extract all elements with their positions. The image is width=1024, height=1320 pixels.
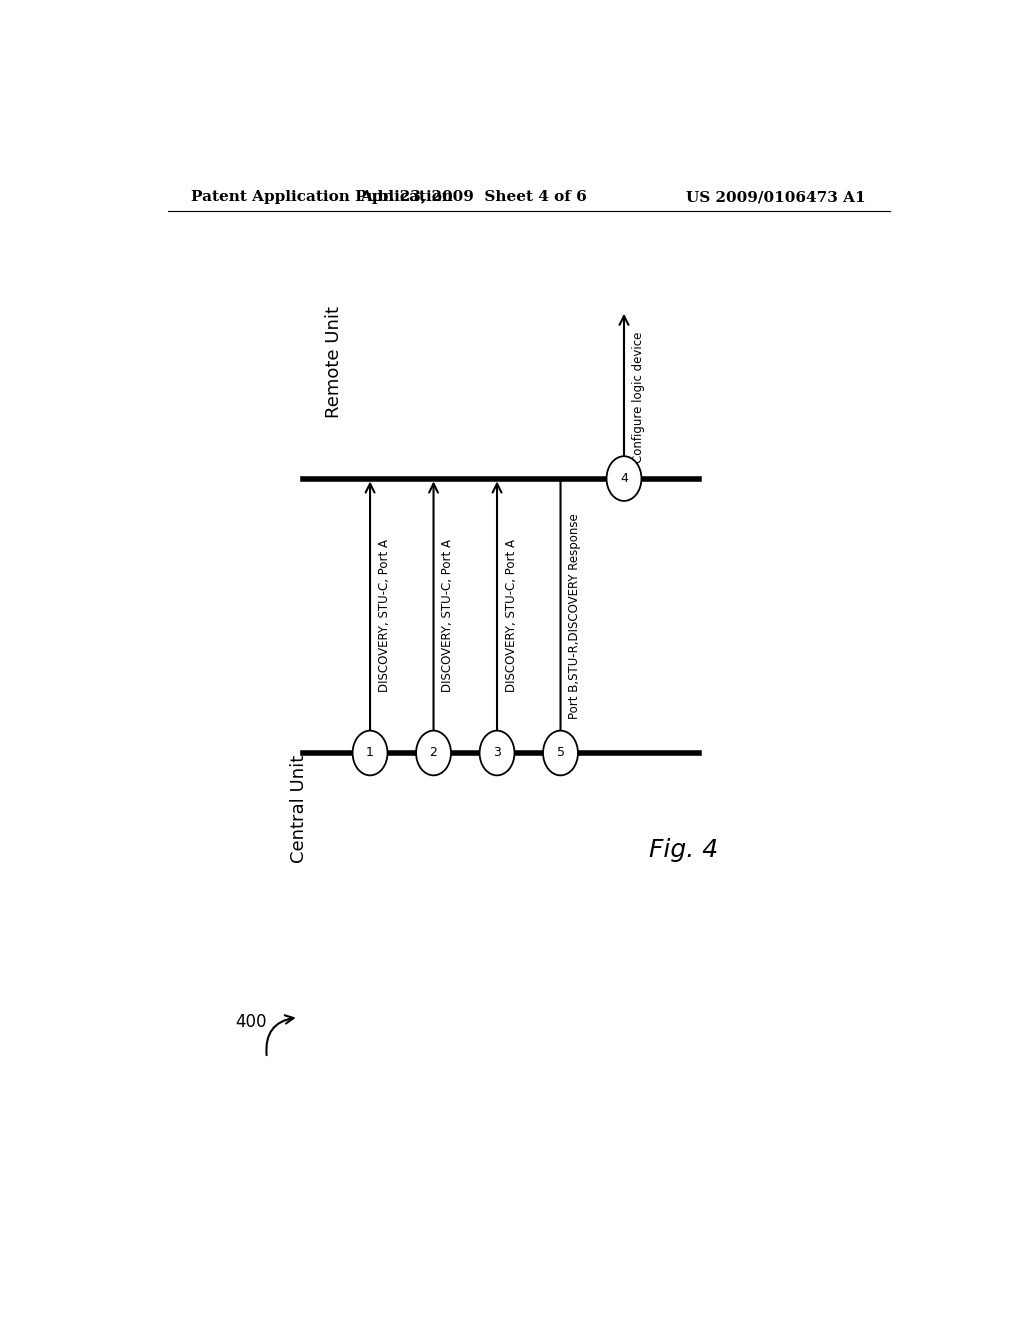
Text: 400: 400 — [236, 1014, 267, 1031]
Text: 2: 2 — [430, 747, 437, 759]
Text: Configure logic device: Configure logic device — [632, 331, 645, 463]
Text: Apr. 23, 2009  Sheet 4 of 6: Apr. 23, 2009 Sheet 4 of 6 — [359, 190, 587, 205]
Circle shape — [352, 731, 387, 775]
Text: 4: 4 — [621, 473, 628, 484]
Text: DISCOVERY, STU-C, Port A: DISCOVERY, STU-C, Port A — [441, 540, 455, 692]
Text: 3: 3 — [494, 747, 501, 759]
Text: US 2009/0106473 A1: US 2009/0106473 A1 — [686, 190, 866, 205]
Circle shape — [479, 731, 514, 775]
Text: Port B,STU-R,DISCOVERY Response: Port B,STU-R,DISCOVERY Response — [568, 513, 582, 718]
Text: 1: 1 — [367, 747, 374, 759]
Circle shape — [606, 457, 641, 500]
Text: Patent Application Publication: Patent Application Publication — [191, 190, 454, 205]
Text: DISCOVERY, STU-C, Port A: DISCOVERY, STU-C, Port A — [378, 540, 391, 692]
Text: DISCOVERY, STU-C, Port A: DISCOVERY, STU-C, Port A — [505, 540, 518, 692]
Text: Remote Unit: Remote Unit — [326, 306, 343, 417]
Circle shape — [543, 731, 578, 775]
Text: 5: 5 — [556, 747, 564, 759]
Circle shape — [416, 731, 451, 775]
Text: Central Unit: Central Unit — [290, 755, 307, 863]
Text: Fig. 4: Fig. 4 — [649, 838, 718, 862]
